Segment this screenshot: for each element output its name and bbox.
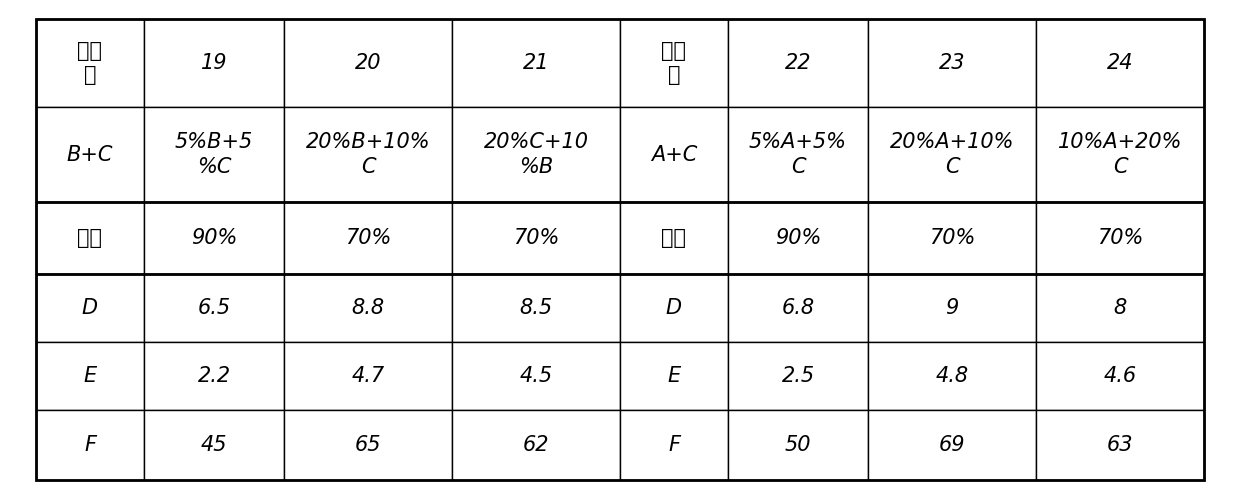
Text: 4.5: 4.5 — [520, 366, 553, 386]
Bar — [284, 342, 453, 410]
Bar — [868, 202, 1035, 274]
Text: 柴油: 柴油 — [661, 228, 687, 248]
Bar — [144, 342, 284, 410]
Text: 24: 24 — [1107, 53, 1133, 73]
Text: 50: 50 — [785, 435, 811, 455]
Bar — [144, 107, 284, 202]
Bar — [1035, 410, 1204, 480]
Text: 4.8: 4.8 — [935, 366, 968, 386]
Text: 4.6: 4.6 — [1104, 366, 1137, 386]
Bar — [144, 410, 284, 480]
Text: 90%: 90% — [191, 228, 237, 248]
Bar — [36, 107, 144, 202]
Text: 实施
例: 实施 例 — [77, 40, 103, 85]
Text: D: D — [666, 298, 682, 318]
Bar — [620, 274, 728, 342]
Text: 62: 62 — [523, 435, 549, 455]
Text: A+C: A+C — [651, 145, 697, 165]
Bar — [620, 202, 728, 274]
Bar — [284, 410, 453, 480]
Text: 20: 20 — [355, 53, 381, 73]
Bar — [284, 19, 453, 107]
Bar — [453, 410, 620, 480]
Text: 70%: 70% — [929, 228, 975, 248]
Bar — [144, 274, 284, 342]
Text: 20%A+10%
C: 20%A+10% C — [890, 132, 1014, 177]
Bar — [868, 19, 1035, 107]
Text: 69: 69 — [939, 435, 965, 455]
Text: 8: 8 — [1114, 298, 1127, 318]
Text: 21: 21 — [523, 53, 549, 73]
Bar — [728, 107, 868, 202]
Text: F: F — [84, 435, 95, 455]
Text: 70%: 70% — [345, 228, 391, 248]
Text: 22: 22 — [785, 53, 811, 73]
Text: 90%: 90% — [775, 228, 821, 248]
Bar — [728, 202, 868, 274]
Bar — [620, 19, 728, 107]
Text: 8.5: 8.5 — [520, 298, 553, 318]
Text: 2.2: 2.2 — [197, 366, 231, 386]
Bar — [36, 19, 144, 107]
Bar — [1035, 274, 1204, 342]
Bar — [453, 274, 620, 342]
Text: 9: 9 — [945, 298, 959, 318]
Bar — [868, 107, 1035, 202]
Bar — [284, 202, 453, 274]
Bar — [620, 410, 728, 480]
Bar — [868, 410, 1035, 480]
Bar — [284, 107, 453, 202]
Bar — [1035, 107, 1204, 202]
Bar — [620, 342, 728, 410]
Text: 70%: 70% — [1097, 228, 1143, 248]
Text: 5%A+5%
C: 5%A+5% C — [749, 132, 847, 177]
Text: D: D — [82, 298, 98, 318]
Text: 65: 65 — [355, 435, 381, 455]
Bar — [453, 107, 620, 202]
Bar — [36, 410, 144, 480]
Bar — [1035, 19, 1204, 107]
Bar — [36, 274, 144, 342]
Text: 70%: 70% — [513, 228, 559, 248]
Text: F: F — [668, 435, 680, 455]
Text: 20%B+10%
C: 20%B+10% C — [306, 132, 430, 177]
Bar — [144, 19, 284, 107]
Bar — [728, 274, 868, 342]
Bar — [453, 202, 620, 274]
Bar — [1035, 202, 1204, 274]
Text: 8.8: 8.8 — [351, 298, 384, 318]
Bar — [453, 342, 620, 410]
Bar — [36, 202, 144, 274]
Text: 4.7: 4.7 — [351, 366, 384, 386]
Bar — [728, 19, 868, 107]
Text: E: E — [83, 366, 97, 386]
Bar — [728, 410, 868, 480]
Text: 63: 63 — [1107, 435, 1133, 455]
Bar — [36, 342, 144, 410]
Bar — [453, 19, 620, 107]
Text: 5%B+5
%C: 5%B+5 %C — [175, 132, 253, 177]
Text: 45: 45 — [201, 435, 227, 455]
Bar — [868, 274, 1035, 342]
Bar — [284, 274, 453, 342]
Text: E: E — [667, 366, 681, 386]
Text: 6.8: 6.8 — [781, 298, 815, 318]
Bar — [728, 342, 868, 410]
Text: 2.5: 2.5 — [781, 366, 815, 386]
Bar — [620, 107, 728, 202]
Text: 19: 19 — [201, 53, 227, 73]
Bar — [868, 342, 1035, 410]
Bar — [1035, 342, 1204, 410]
Text: 实施
例: 实施 例 — [661, 40, 687, 85]
Text: 10%A+20%
C: 10%A+20% C — [1058, 132, 1182, 177]
Bar — [144, 202, 284, 274]
Text: 柴油: 柴油 — [77, 228, 103, 248]
Text: 20%C+10
%B: 20%C+10 %B — [484, 132, 589, 177]
Text: 6.5: 6.5 — [197, 298, 231, 318]
Text: B+C: B+C — [67, 145, 113, 165]
Text: 23: 23 — [939, 53, 965, 73]
